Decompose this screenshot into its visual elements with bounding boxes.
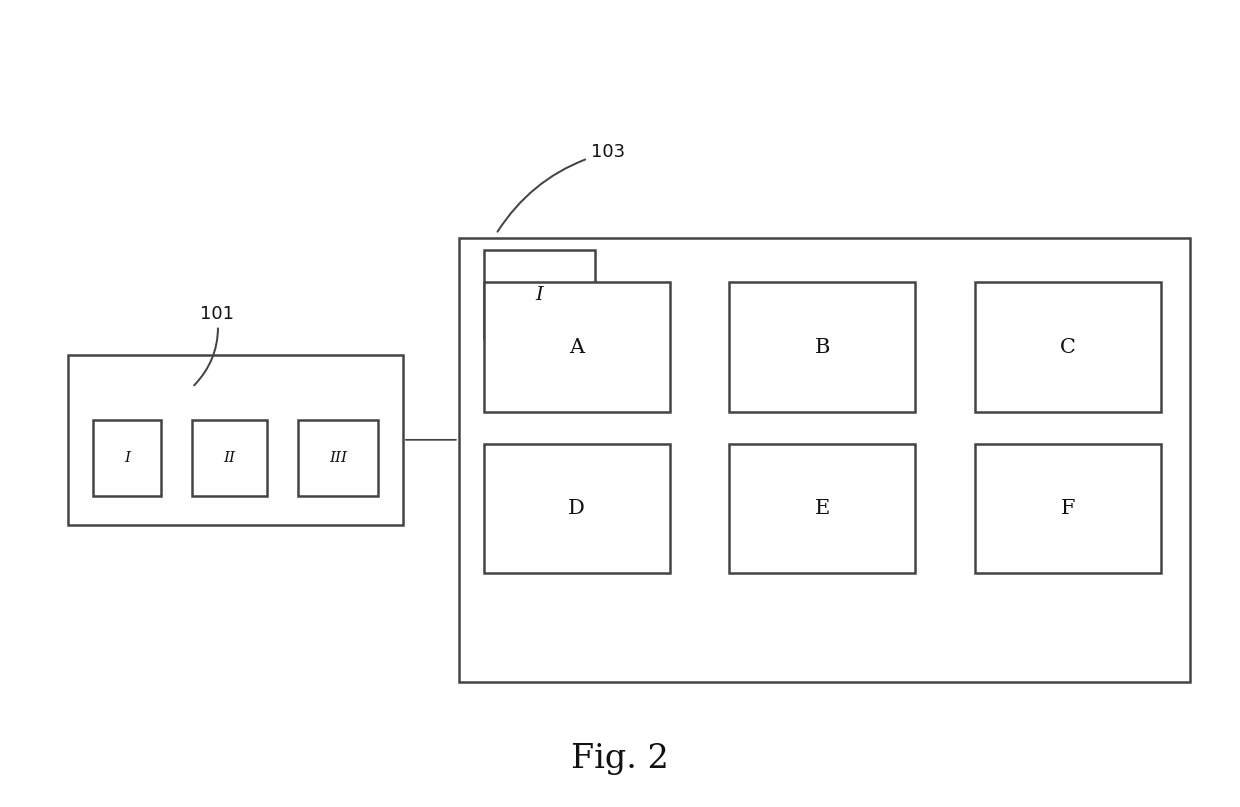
Bar <box>68 355 403 525</box>
Bar <box>459 238 1190 682</box>
Text: I: I <box>124 451 130 465</box>
Text: III: III <box>329 451 347 465</box>
Text: D: D <box>568 499 585 518</box>
Text: A: A <box>569 337 584 357</box>
Text: E: E <box>815 499 830 518</box>
Bar <box>975 282 1161 412</box>
Text: B: B <box>815 337 830 357</box>
Bar <box>484 444 670 573</box>
Bar <box>484 250 595 339</box>
Bar <box>729 282 915 412</box>
Bar <box>484 282 670 412</box>
Bar <box>975 444 1161 573</box>
Text: C: C <box>1060 337 1075 357</box>
Bar <box>192 420 267 496</box>
Text: 101: 101 <box>195 305 234 386</box>
Bar <box>93 420 161 496</box>
Text: Fig. 2: Fig. 2 <box>572 742 668 775</box>
Text: I: I <box>536 286 543 303</box>
Text: II: II <box>223 451 236 465</box>
Bar <box>298 420 378 496</box>
Text: 103: 103 <box>497 144 625 232</box>
Text: F: F <box>1060 499 1075 518</box>
Bar <box>729 444 915 573</box>
